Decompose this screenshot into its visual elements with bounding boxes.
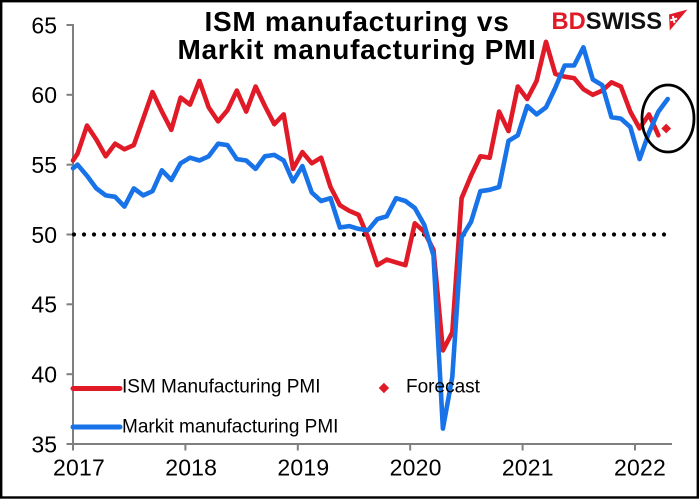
- svg-text:60: 60: [31, 82, 57, 108]
- svg-text:45: 45: [31, 292, 57, 318]
- svg-text:50: 50: [31, 222, 57, 248]
- svg-text:65: 65: [31, 12, 57, 38]
- svg-text:Forecast: Forecast: [406, 377, 481, 398]
- svg-text:ISM Manufacturing PMI: ISM Manufacturing PMI: [122, 377, 321, 398]
- svg-text:2019: 2019: [277, 454, 329, 480]
- svg-text:2022: 2022: [614, 454, 666, 480]
- svg-text:40: 40: [31, 362, 57, 388]
- svg-text:BD: BD: [552, 9, 586, 35]
- svg-text:SWISS: SWISS: [586, 9, 662, 35]
- svg-text:2021: 2021: [502, 454, 554, 480]
- svg-text:2017: 2017: [53, 454, 105, 480]
- svg-text:35: 35: [31, 431, 57, 457]
- svg-text:2020: 2020: [390, 454, 442, 480]
- svg-text:ISM manufacturing vs: ISM manufacturing vs: [205, 6, 510, 37]
- svg-text:Markit manufacturing PMI: Markit manufacturing PMI: [177, 34, 536, 65]
- svg-text:Markit manufacturing PMI: Markit manufacturing PMI: [122, 417, 338, 438]
- svg-text:55: 55: [31, 152, 57, 178]
- svg-text:2018: 2018: [165, 454, 217, 480]
